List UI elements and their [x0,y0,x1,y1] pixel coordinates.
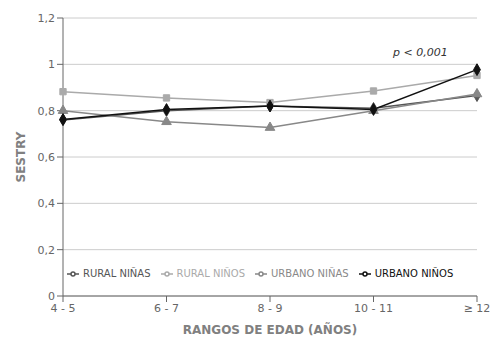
svg-text:0,6: 0,6 [38,151,56,164]
svg-text:SESTRY: SESTRY [14,131,28,182]
html-text:RURAL NIÑAS: RURAL NIÑAS [83,268,151,279]
svg-text:RANGOS DE EDAD (AÑOS): RANGOS DE EDAD (AÑOS) [183,322,358,337]
svg-text:1,2: 1,2 [38,12,56,25]
html-text:p < 0,001: p < 0,001 [393,46,448,59]
svg-text:0: 0 [48,290,55,303]
svg-text:4 - 5: 4 - 5 [51,302,76,315]
svg-text:8 - 9: 8 - 9 [258,302,283,315]
svg-text:0,8: 0,8 [38,105,56,118]
svg-text:≥ 12: ≥ 12 [464,302,491,315]
svg-text:6 - 7: 6 - 7 [154,302,179,315]
html-text:URBANO NIÑAS: URBANO NIÑAS [271,268,349,279]
svg-text:0,2: 0,2 [38,244,56,257]
html-text:RURAL NIÑOS: RURAL NIÑOS [176,268,245,279]
html-text:URBANO NIÑOS: URBANO NIÑOS [374,268,454,279]
svg-text:0,4: 0,4 [38,197,56,210]
svg-text:10 - 11: 10 - 11 [354,302,393,315]
svg-text:1: 1 [48,58,55,71]
